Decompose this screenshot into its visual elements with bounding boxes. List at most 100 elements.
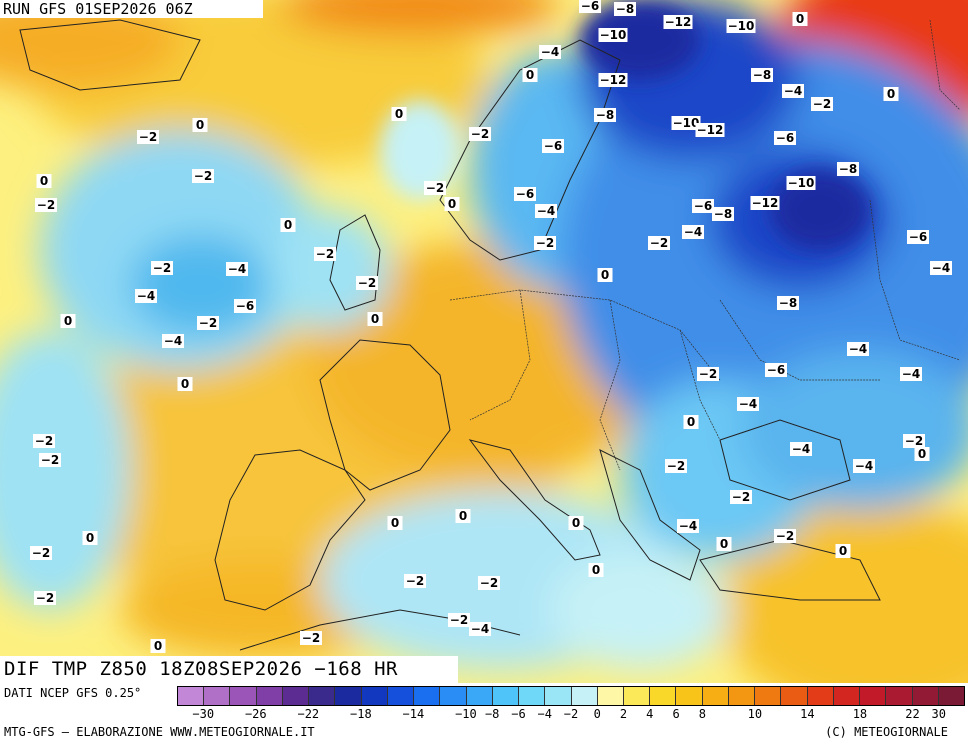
contour-label: −2 [356,276,378,290]
svg-text:0: 0 [601,268,609,282]
colorbar-swatch [807,687,834,705]
chart-title: DIF TMP Z850 18Z08SEP2026 −168 HR [0,656,458,683]
credit-left: MTG-GFS — ELABORAZIONE WWW.METEOGIORNALE… [4,725,315,739]
coast-balkans [599,449,701,581]
svg-text:−6: −6 [909,230,927,244]
contour-label: −2 [665,459,687,473]
svg-text:0: 0 [887,87,895,101]
contour-label: −4 [930,261,952,275]
contour-label: −10 [671,116,701,130]
colorbar-swatch [571,687,598,705]
svg-text:0: 0 [181,377,189,391]
contour-label: −6 [579,0,601,13]
contour-label: −6 [514,187,536,201]
colorbar-tick-label: 2 [619,707,628,721]
contour-label: −10 [726,19,756,33]
contour-label: −12 [663,15,693,29]
contour-label: −8 [594,108,616,122]
svg-text:0: 0 [284,218,292,232]
svg-text:0: 0 [391,516,399,530]
border-2 [469,289,531,421]
svg-text:−2: −2 [450,613,468,627]
contour-label: 0 [82,531,98,545]
svg-text:−2: −2 [813,97,831,111]
svg-text:−2: −2 [776,529,794,543]
svg-text:−4: −4 [932,261,950,275]
svg-text:−10: −10 [673,116,700,130]
contour-label: −2 [300,631,322,645]
svg-text:−6: −6 [544,139,562,153]
contour-label: 0 [177,377,193,391]
svg-text:−2: −2 [37,198,55,212]
colorbar-swatch [361,687,388,705]
credit-right: (C) METEOGIORNALE [825,725,948,739]
svg-text:0: 0 [839,544,847,558]
colorbar-swatch [335,687,362,705]
contour-label: −6 [774,131,796,145]
contour-label: 0 [716,537,732,551]
svg-text:−2: −2 [536,236,554,250]
colorbar-tick-label: −30 [192,707,215,721]
colorbar-swatch [519,687,546,705]
svg-text:−2: −2 [41,453,59,467]
svg-text:−6: −6 [516,187,534,201]
colorbar-swatch [728,687,756,705]
contour-label: 0 [568,516,584,530]
svg-text:−8: −8 [616,2,634,16]
coast-france [319,339,451,491]
contour-label: −2 [33,434,55,448]
svg-text:0: 0 [459,509,467,523]
contour-label: −4 [682,225,704,239]
colorbar-tick-label: 0 [593,707,601,721]
field-cool-iceland [380,100,460,200]
contour-label: 0 [36,174,52,188]
svg-text:−4: −4 [792,442,810,456]
svg-text:0: 0 [40,174,48,188]
contour-label: −4 [226,262,248,276]
svg-text:−2: −2 [139,130,157,144]
coastlines [19,19,881,651]
coast-greenland [19,19,201,91]
svg-text:0: 0 [395,107,403,121]
colorbar-swatch [781,687,808,705]
contour-label: −4 [539,45,561,59]
contour-label: −12 [750,196,780,210]
contour-label: 0 [280,218,296,232]
svg-text:−10: −10 [728,19,755,33]
colorbar-tick-label: 22 [905,707,920,721]
svg-text:−2: −2 [426,181,444,195]
svg-text:−4: −4 [679,519,697,533]
borders [449,19,961,471]
svg-text:−4: −4 [855,459,873,473]
contour-label: −6 [765,363,787,377]
colorbar-swatch [309,687,336,705]
colorbar-swatch [938,687,965,705]
border-3 [599,299,621,471]
contour-label: 0 [914,447,930,461]
svg-text:0: 0 [796,12,804,26]
contour-label: −8 [712,207,734,221]
colorbar-tick-label: 18 [852,707,868,721]
svg-text:−4: −4 [537,204,555,218]
svg-text:−8: −8 [714,207,732,221]
svg-text:−2: −2 [153,261,171,275]
svg-text:−12: −12 [752,196,779,210]
contour-label: 0 [391,107,407,121]
contour-label: −4 [162,334,184,348]
contour-label: −4 [782,84,804,98]
contour-label: −4 [847,342,869,356]
svg-text:−4: −4 [228,262,246,276]
contour-label: −8 [777,296,799,310]
colorbar-tick-label: −14 [402,707,425,721]
contour-label: −4 [535,204,557,218]
svg-text:−4: −4 [164,334,182,348]
contour-label: −6 [234,299,256,313]
svg-text:−2: −2 [732,490,750,504]
svg-text:−8: −8 [753,68,771,82]
colorbar-tick-label: −26 [244,707,267,721]
svg-text:−4: −4 [541,45,559,59]
colorbar [177,686,965,706]
colorbar-tick-label: −10 [455,707,477,721]
contour-label: 0 [387,516,403,530]
contour-label: 0 [522,68,538,82]
